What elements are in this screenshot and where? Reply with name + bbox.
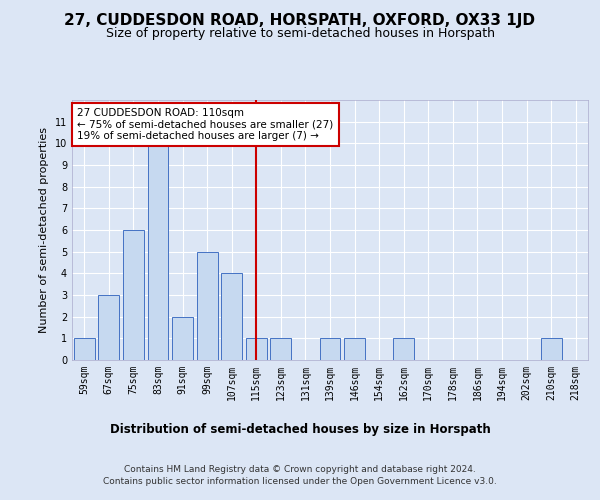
Bar <box>246 338 267 360</box>
Bar <box>541 338 562 360</box>
Text: Size of property relative to semi-detached houses in Horspath: Size of property relative to semi-detach… <box>106 28 494 40</box>
Bar <box>74 338 95 360</box>
Text: Contains public sector information licensed under the Open Government Licence v3: Contains public sector information licen… <box>103 478 497 486</box>
Bar <box>98 295 119 360</box>
Y-axis label: Number of semi-detached properties: Number of semi-detached properties <box>40 127 49 333</box>
Text: 27 CUDDESDON ROAD: 110sqm
← 75% of semi-detached houses are smaller (27)
19% of : 27 CUDDESDON ROAD: 110sqm ← 75% of semi-… <box>77 108 334 141</box>
Bar <box>344 338 365 360</box>
Text: Distribution of semi-detached houses by size in Horspath: Distribution of semi-detached houses by … <box>110 422 490 436</box>
Bar <box>197 252 218 360</box>
Bar <box>148 144 169 360</box>
Bar <box>271 338 292 360</box>
Bar <box>123 230 144 360</box>
Bar <box>393 338 414 360</box>
Text: 27, CUDDESDON ROAD, HORSPATH, OXFORD, OX33 1JD: 27, CUDDESDON ROAD, HORSPATH, OXFORD, OX… <box>65 12 536 28</box>
Text: Contains HM Land Registry data © Crown copyright and database right 2024.: Contains HM Land Registry data © Crown c… <box>124 465 476 474</box>
Bar <box>320 338 340 360</box>
Bar <box>221 274 242 360</box>
Bar <box>172 316 193 360</box>
